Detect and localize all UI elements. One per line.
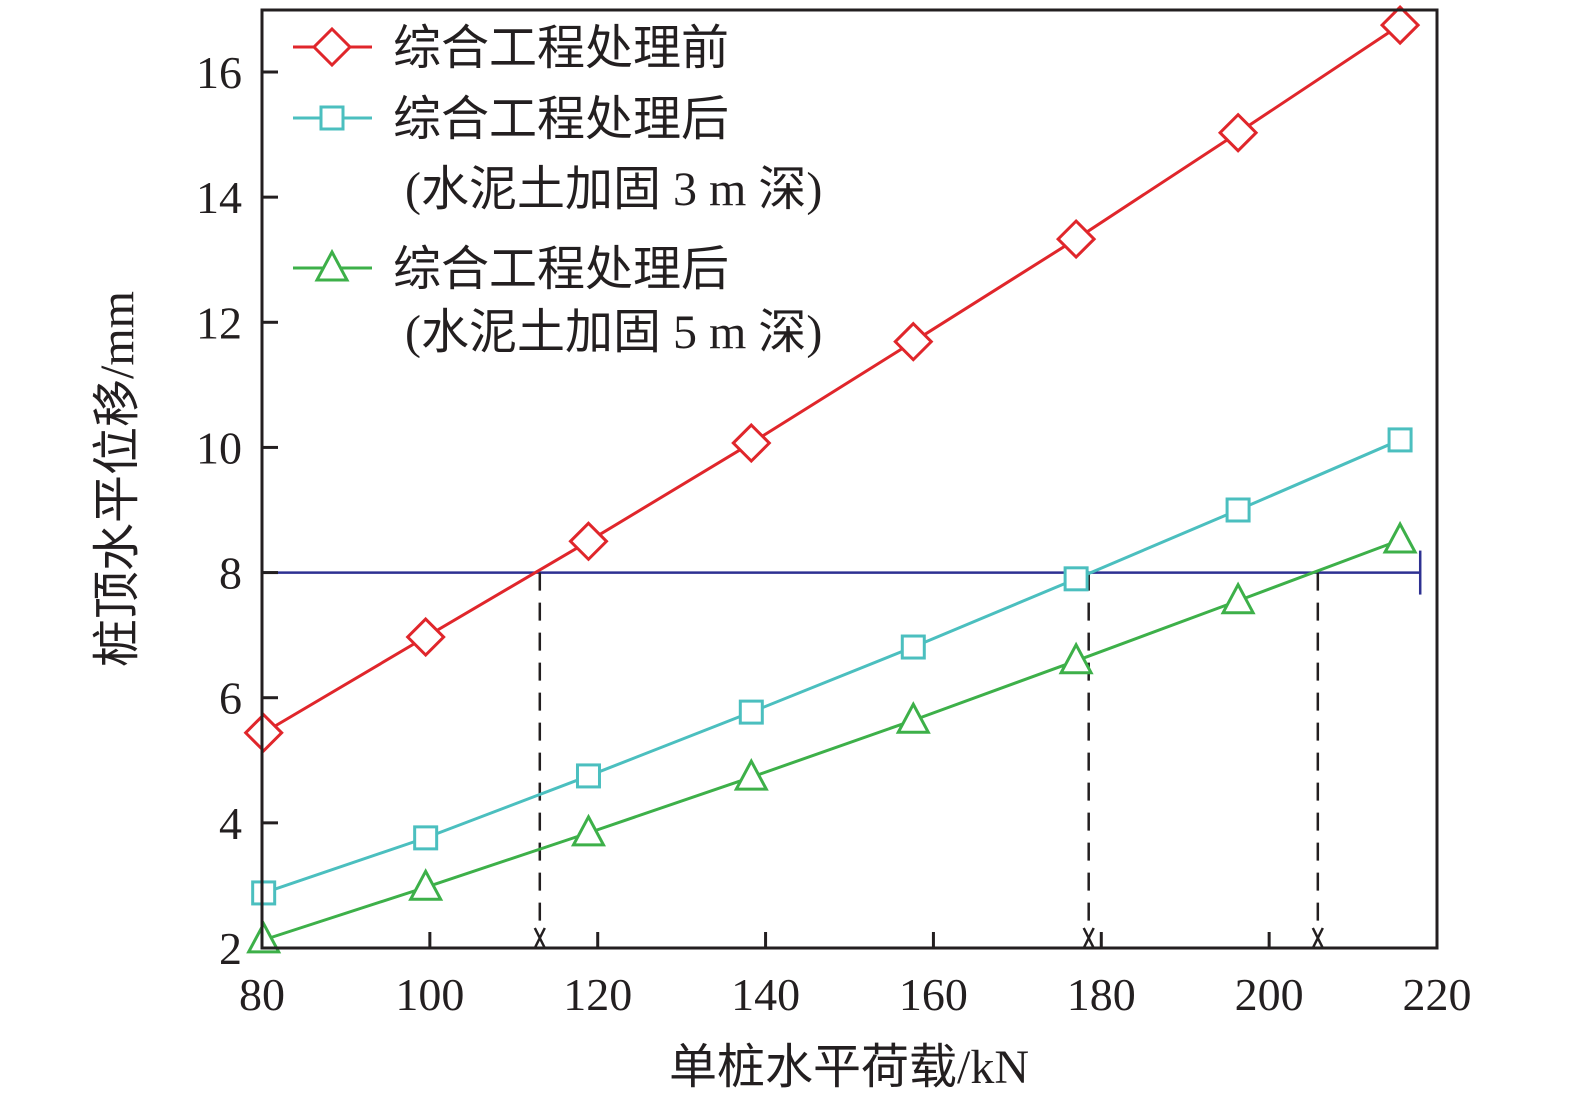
diamond-marker xyxy=(1379,4,1421,46)
intersection-cross-marker xyxy=(1082,927,1095,949)
square-marker xyxy=(251,880,277,906)
triangle-marker xyxy=(408,868,444,901)
triangle-marker xyxy=(1382,520,1418,554)
intersection-cross-marker xyxy=(1311,927,1324,949)
plot-frame xyxy=(260,8,1439,950)
diamond-marker xyxy=(1055,218,1097,260)
series-line xyxy=(263,538,1401,942)
legend-label: 综合工程处理前 xyxy=(393,22,729,75)
legend-label: 综合工程处理后 xyxy=(393,93,729,146)
y-tick-label: 8 xyxy=(219,548,242,599)
legend-label-line2: (水泥土加固 3 m 深) xyxy=(405,163,822,216)
triangle-marker xyxy=(1058,641,1094,675)
legend-item: 综合工程处理后 (水泥土加固 5 m 深) xyxy=(293,243,822,359)
square-marker xyxy=(900,634,926,660)
triangle-marker xyxy=(314,248,350,282)
x-tick-label: 100 xyxy=(395,969,464,1020)
diamond-marker xyxy=(405,616,446,658)
triangle-marker xyxy=(246,920,282,954)
y-tick-label: 2 xyxy=(219,923,242,974)
legend-item: 综合工程处理前 xyxy=(293,22,729,75)
triangle-marker xyxy=(570,813,606,847)
y-axis-title: 桩顶水平位移/mm xyxy=(91,291,144,667)
legend-item: 综合工程处理后 (水泥土加固 3 m 深) xyxy=(293,93,822,216)
square-marker xyxy=(1225,497,1251,523)
x-tick-label: 180 xyxy=(1067,969,1136,1020)
series-1 xyxy=(243,4,1421,753)
diamond-marker xyxy=(731,422,772,464)
square-marker xyxy=(413,825,439,851)
square-marker xyxy=(319,105,345,131)
intersection-cross-marker xyxy=(533,927,546,949)
series-2 xyxy=(251,427,1413,906)
legend-label: 综合工程处理后 xyxy=(393,243,729,296)
diamond-marker xyxy=(243,712,284,753)
x-tick-label: 220 xyxy=(1403,969,1472,1020)
series-line xyxy=(263,438,1401,895)
diamond-marker xyxy=(311,26,353,68)
y-tick-label: 16 xyxy=(196,47,242,98)
triangle-marker xyxy=(1220,581,1256,615)
y-tick-label: 6 xyxy=(219,673,242,724)
x-tick-label: 80 xyxy=(239,969,285,1020)
square-marker xyxy=(575,763,601,789)
triangle-marker xyxy=(733,758,769,791)
x-tick-label: 120 xyxy=(563,969,632,1020)
diamond-marker xyxy=(1217,112,1259,153)
y-tick-label: 12 xyxy=(196,297,242,348)
y-tick-label: 14 xyxy=(196,172,242,223)
square-marker xyxy=(738,699,764,725)
series-3 xyxy=(246,520,1418,954)
y-tick-label: 10 xyxy=(196,422,242,473)
legend-label-line2: (水泥土加固 5 m 深) xyxy=(405,306,822,359)
diamond-marker xyxy=(893,321,934,362)
x-axis-title: 单桩水平荷载/kN xyxy=(669,1041,1029,1094)
square-marker xyxy=(1063,566,1089,592)
x-tick-label: 200 xyxy=(1235,969,1304,1020)
triangle-marker xyxy=(895,701,931,734)
y-tick-label: 4 xyxy=(219,798,242,849)
square-marker xyxy=(1387,427,1413,453)
series-line xyxy=(262,23,1401,735)
diamond-marker xyxy=(568,521,609,562)
x-tick-label: 160 xyxy=(899,969,968,1020)
x-tick-label: 140 xyxy=(731,969,800,1020)
